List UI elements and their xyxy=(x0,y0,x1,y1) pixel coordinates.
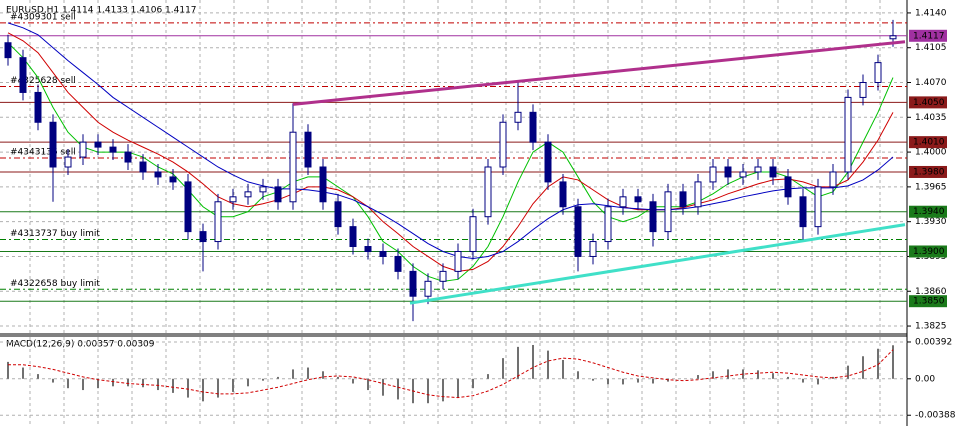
candle-body xyxy=(784,176,792,198)
candle-body xyxy=(844,96,852,173)
price-box xyxy=(909,165,947,178)
candle-body xyxy=(739,171,747,178)
candle-body xyxy=(514,111,522,123)
y-tick-label: 1.4140 xyxy=(915,8,947,18)
candle-body xyxy=(19,57,27,93)
candle-body xyxy=(109,146,117,153)
candle-body xyxy=(634,196,642,203)
y-tick-label: 1.3930 xyxy=(915,217,947,227)
candle-body xyxy=(499,121,507,168)
candle-body xyxy=(364,246,372,252)
candle-body xyxy=(544,141,552,183)
candle-body xyxy=(574,206,582,257)
candle-body xyxy=(79,141,87,158)
candle-body xyxy=(724,166,732,178)
candle-body xyxy=(454,250,462,272)
order-label: #4313737 buy limit xyxy=(10,229,100,239)
candle-body xyxy=(259,186,267,193)
candle-body xyxy=(349,226,357,248)
candle-body xyxy=(664,191,672,233)
candle-body xyxy=(439,270,447,282)
candle-body xyxy=(64,156,72,168)
order-label: #4309301 sell xyxy=(10,12,76,22)
line xyxy=(7,32,894,272)
candle-body xyxy=(604,206,612,243)
candle-body xyxy=(49,121,57,168)
level-label: 1.3940 xyxy=(913,207,945,217)
level-label: 1.3900 xyxy=(913,247,945,257)
candle-body xyxy=(679,191,687,208)
candle-body xyxy=(289,131,297,203)
candle-body xyxy=(394,255,402,272)
candle-body xyxy=(619,196,627,208)
candle-body xyxy=(874,62,882,84)
price-box xyxy=(909,136,947,149)
candle-body xyxy=(199,231,207,243)
price-box xyxy=(909,205,947,218)
price-box xyxy=(909,245,947,258)
candle-body xyxy=(184,181,192,233)
candle-body xyxy=(799,196,807,228)
y-tick-label: 0.00 xyxy=(915,374,935,384)
level-label: 1.3850 xyxy=(913,297,945,307)
line xyxy=(7,22,894,259)
y-tick-label: 1.3965 xyxy=(915,182,947,192)
candle-body xyxy=(334,201,342,228)
candle-body xyxy=(244,191,252,198)
candle-body xyxy=(589,241,597,257)
candle-body xyxy=(694,181,702,208)
order-label: #4325628 sell xyxy=(10,76,76,86)
candle-body xyxy=(559,181,567,208)
candle-body xyxy=(424,280,432,297)
candle-body xyxy=(859,82,867,98)
candle-body xyxy=(889,35,897,40)
chart-title: EURUSD,H1 1.4114 1.4133 1.4106 1.4117 xyxy=(6,6,197,16)
y-tick-label: 1.3825 xyxy=(915,322,947,332)
candle-body xyxy=(754,166,762,173)
candle-body xyxy=(139,161,147,173)
candle-body xyxy=(529,111,537,143)
candle-body xyxy=(304,131,312,168)
y-tick-label: 1.4000 xyxy=(915,148,947,158)
candle-body xyxy=(829,171,837,188)
candle-body xyxy=(229,196,237,203)
candle-body xyxy=(154,171,162,178)
candle-body xyxy=(379,250,387,257)
y-tick-label: 1.4035 xyxy=(915,113,947,123)
price-box xyxy=(909,96,947,109)
y-tick-label: 1.3860 xyxy=(915,287,947,297)
candle-body xyxy=(4,42,12,59)
candle-body xyxy=(469,216,477,252)
candle-body xyxy=(814,186,822,228)
candle-body xyxy=(274,186,282,203)
y-tick-label: 0.00392 xyxy=(915,337,952,347)
line xyxy=(8,349,894,399)
candle-body xyxy=(649,201,657,233)
trendline xyxy=(292,40,906,106)
candle-body xyxy=(34,91,42,123)
y-tick-label: 1.4105 xyxy=(915,43,947,53)
level-label: 1.3980 xyxy=(913,167,945,177)
candle-body xyxy=(169,176,177,183)
candle-body xyxy=(484,166,492,218)
level-label: 1.4117 xyxy=(913,31,945,41)
y-tick-label: 1.4070 xyxy=(915,78,947,88)
level-label: 1.4050 xyxy=(913,98,945,108)
candle-body xyxy=(319,166,327,203)
order-label: #4322658 buy limit xyxy=(10,279,100,289)
candle-body xyxy=(769,166,777,178)
y-tick-label: -0.00388 xyxy=(915,411,956,421)
candle-body xyxy=(709,166,717,183)
macd-title: MACD(12,26,9) 0.00357 0.00309 xyxy=(6,340,155,350)
candle-body xyxy=(409,270,417,297)
price-box xyxy=(909,295,947,308)
level-label: 1.4010 xyxy=(913,138,945,148)
price-box xyxy=(909,29,947,42)
trendline xyxy=(409,223,906,305)
candle-body xyxy=(94,141,102,148)
candle-body xyxy=(124,151,132,163)
order-label: #4343136 sell xyxy=(10,148,76,158)
candle-body xyxy=(214,201,222,243)
